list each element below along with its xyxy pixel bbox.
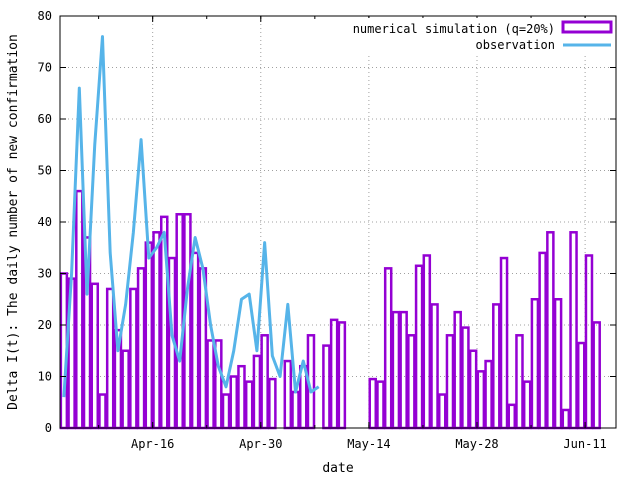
- y-tick-label: 80: [38, 9, 52, 23]
- tick-labels: 0 10 20 30 40 50 60 70 80 Apr-16 Apr-30 May-14 May-2…: [38, 9, 607, 451]
- simulation-bar: [337, 321, 347, 430]
- x-tick-label: Jun-11: [563, 437, 606, 451]
- simulation-bar: [592, 321, 601, 430]
- simulation-bar: [237, 364, 246, 430]
- simulation-bar: [530, 298, 540, 430]
- simulation-bar: [576, 341, 586, 430]
- simulation-bars: [59, 189, 601, 430]
- y-tick-label: 70: [38, 61, 52, 75]
- simulation-bar: [252, 354, 262, 430]
- simulation-bar: [399, 310, 408, 430]
- simulation-bar: [283, 359, 293, 430]
- simulation-bar: [437, 393, 447, 430]
- simulation-bar: [538, 251, 547, 430]
- simulation-bar: [383, 267, 393, 430]
- simulation-bar: [414, 264, 424, 430]
- simulation-bar: [492, 303, 501, 430]
- y-tick-label: 20: [38, 318, 52, 332]
- simulation-bar: [144, 241, 154, 430]
- simulation-bar: [244, 380, 254, 430]
- y-tick-label: 10: [38, 370, 52, 384]
- x-tick-label: Apr-16: [131, 437, 174, 451]
- simulation-bar: [499, 256, 509, 430]
- simulation-bar: [121, 349, 130, 430]
- simulation-bar: [329, 318, 339, 430]
- simulation-bar: [260, 334, 269, 430]
- simulation-bar: [322, 344, 331, 430]
- simulation-bar: [175, 213, 184, 430]
- y-tick-label: 60: [38, 112, 52, 126]
- simulation-bar: [291, 390, 300, 430]
- simulation-bar: [461, 326, 470, 430]
- y-tick-label: 40: [38, 215, 52, 229]
- simulation-bar: [376, 380, 385, 430]
- simulation-bar: [268, 377, 277, 430]
- y-tick-label: 0: [45, 421, 52, 435]
- x-axis-title: date: [322, 461, 353, 476]
- simulation-bar: [484, 359, 493, 430]
- simulation-bar: [453, 310, 462, 430]
- y-axis-title: Delta I(t): The daily number of new conf…: [6, 34, 21, 410]
- simulation-bar: [430, 303, 439, 430]
- x-tick-label: Apr-30: [239, 437, 282, 451]
- simulation-bar: [569, 231, 578, 430]
- simulation-bar: [129, 287, 138, 430]
- simulation-bar: [522, 380, 532, 430]
- simulation-bar: [221, 393, 231, 430]
- legend-label-simulation: numerical simulation (q=20%): [353, 22, 555, 36]
- simulation-bar: [407, 334, 416, 430]
- simulation-bar: [391, 310, 401, 430]
- y-tick-label: 50: [38, 164, 52, 178]
- simulation-bar: [75, 189, 84, 430]
- simulation-bar: [507, 403, 517, 430]
- simulation-bar: [229, 375, 239, 430]
- simulation-bar: [584, 254, 594, 430]
- simulation-bar: [206, 339, 215, 430]
- simulation-bar: [422, 254, 432, 430]
- simulation-bar: [553, 298, 563, 430]
- observation-line-layer: [62, 35, 320, 398]
- x-tick-label: May-14: [347, 437, 390, 451]
- simulation-bar: [561, 408, 571, 430]
- simulation-bar: [445, 334, 455, 430]
- simulation-bar: [98, 393, 107, 430]
- simulation-bar: [515, 334, 524, 430]
- legend-label-observation: observation: [476, 38, 555, 52]
- simulation-bar: [136, 267, 146, 430]
- simulation-bar: [368, 377, 378, 430]
- simulation-bar: [190, 251, 200, 430]
- simulation-bar: [105, 287, 115, 430]
- simulation-bar: [476, 370, 486, 430]
- legend-background: [328, 18, 614, 56]
- simulation-bar: [152, 231, 161, 430]
- legend-swatch-simulation: [561, 20, 613, 34]
- observation-line: [62, 35, 320, 398]
- y-tick-label: 30: [38, 267, 52, 281]
- simulation-bar: [546, 231, 555, 430]
- x-tick-label: May-28: [455, 437, 498, 451]
- legend: numerical simulation (q=20%) observation: [328, 18, 614, 56]
- simulation-bar: [90, 282, 100, 430]
- simulation-bar: [468, 349, 478, 430]
